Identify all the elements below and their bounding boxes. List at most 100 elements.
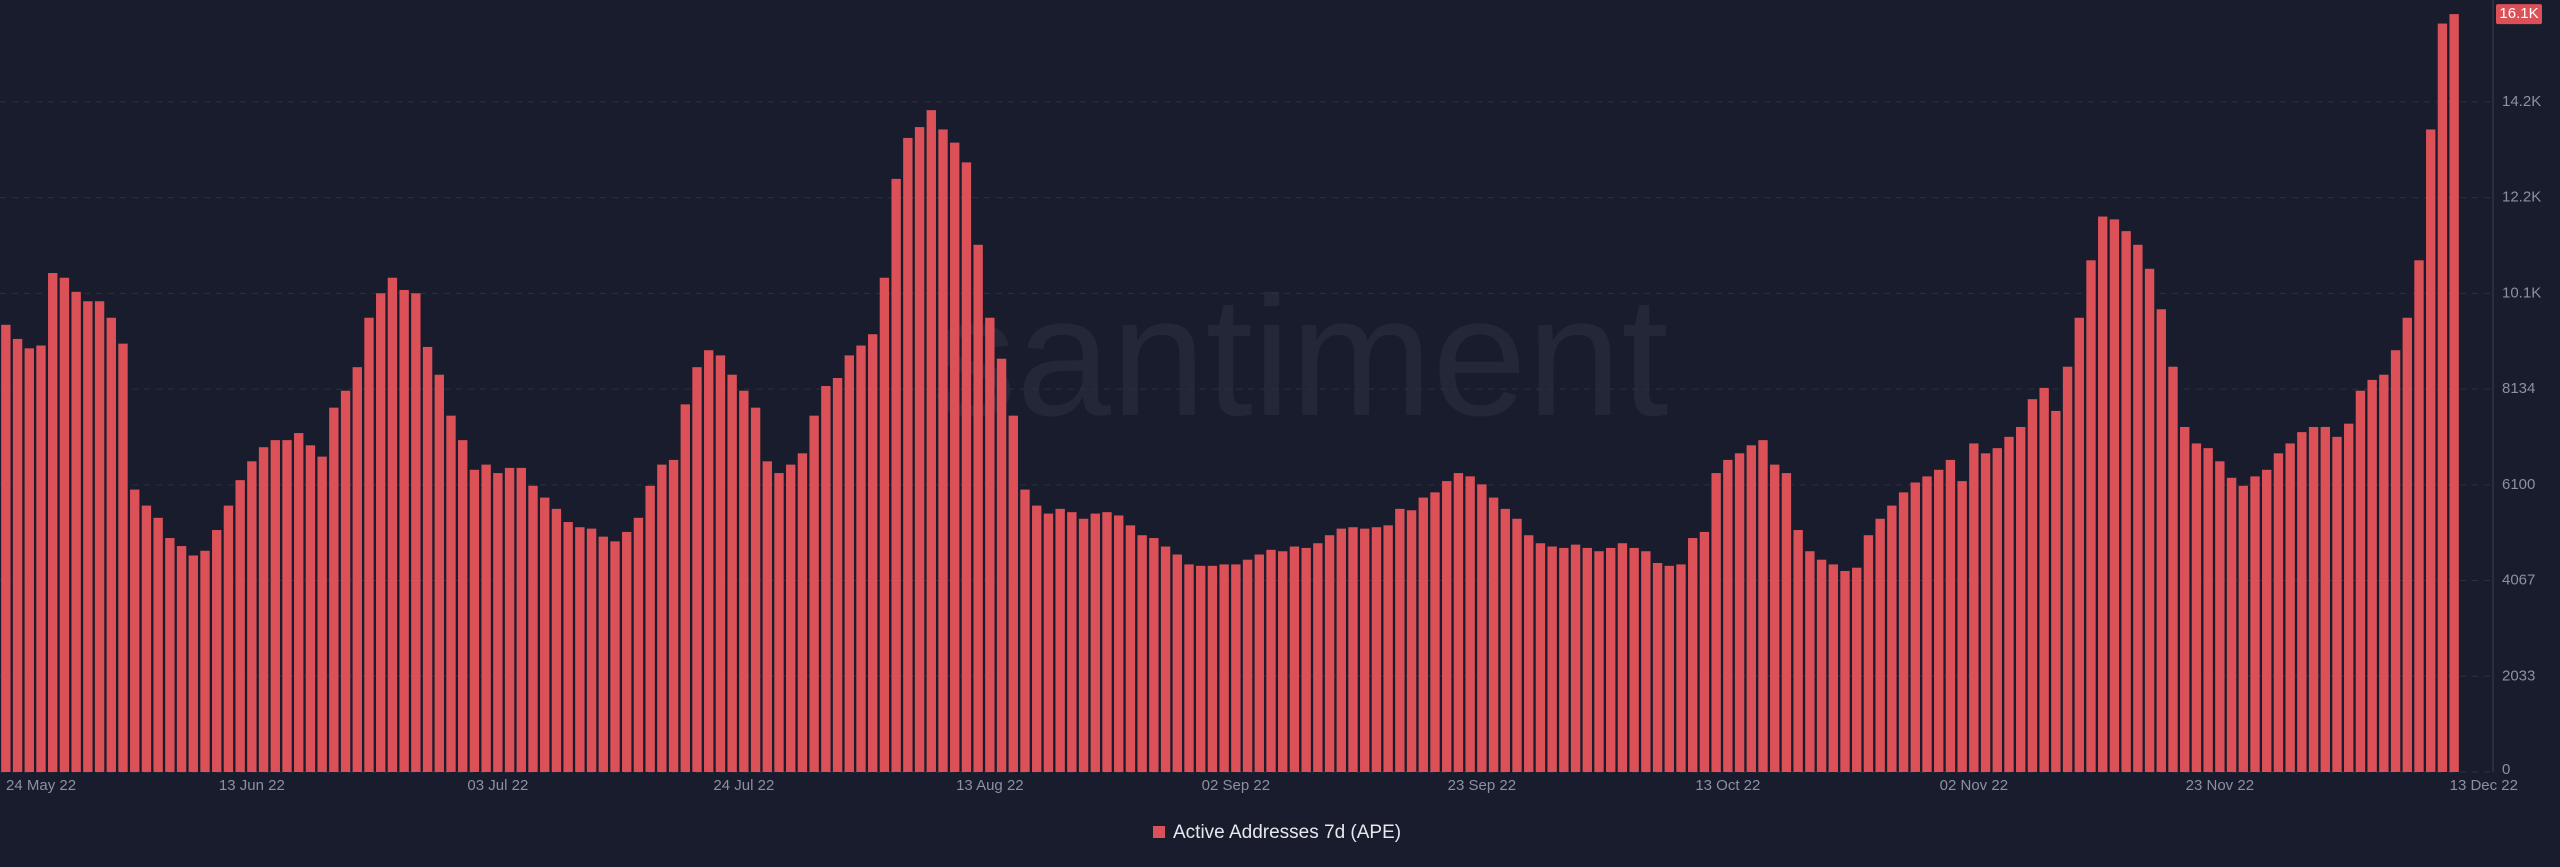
bar [340,390,351,772]
bar [2297,432,2307,772]
bar [1125,525,1136,772]
bar [1149,538,1159,772]
bar [1898,492,1909,772]
bar [1301,547,1311,772]
bar [364,317,374,772]
bar [2180,426,2190,772]
bar [270,440,280,772]
bar [1805,551,1815,772]
bar [118,343,128,772]
bar [2320,426,2330,772]
bar [739,390,749,772]
bar [1336,528,1346,772]
bar [1313,543,1323,772]
bar [1524,535,1534,772]
bar [1934,469,1944,772]
bar [2098,216,2108,772]
bar [668,459,679,772]
bar [1547,546,1557,772]
x-tick-label: 13 Aug 22 [956,777,1024,794]
bar [2449,14,2459,773]
x-tick-label: 24 May 22 [6,777,76,794]
bar [1114,515,1124,772]
bar [657,464,667,772]
bar [1840,570,1850,772]
watermark: santiment [931,262,1668,452]
bar [1887,505,1897,772]
bar [2250,476,2260,772]
bar [282,440,292,772]
bar [879,277,890,772]
bar [446,415,456,772]
bar [704,350,714,772]
legend-swatch[interactable] [1153,826,1165,838]
x-tick-label: 23 Sep 22 [1448,777,1516,794]
bar [2215,461,2225,772]
bar [950,142,960,772]
bar [434,374,444,772]
bar [1629,547,1639,772]
bar [387,277,398,772]
bar [1453,473,1464,772]
bar [586,528,597,772]
bar [575,527,585,772]
bar [903,137,913,773]
bar [563,522,573,772]
bar [2086,260,2096,772]
bar [1570,544,1581,772]
bar [528,485,538,772]
bar [1078,518,1089,772]
bar [2016,426,2026,772]
bar [1,324,11,772]
bar [1102,512,1112,772]
bar [1254,554,1264,772]
bar [1360,528,1370,772]
bar [1617,543,1628,772]
bar [1969,443,1979,772]
bar [258,447,269,772]
bar [1371,527,1382,772]
bar [1582,547,1592,772]
bar [2062,366,2073,772]
x-tick-label: 02 Nov 22 [1940,777,2008,794]
bar [1184,564,1194,772]
bar [376,293,386,772]
bar [996,358,1007,772]
bar [1758,440,1768,772]
bar [1406,510,1417,772]
bar [1383,525,1393,772]
bar [516,467,526,772]
bar [1090,513,1100,772]
bar [914,127,925,773]
bar [1418,497,1428,772]
x-tick-label: 13 Dec 22 [2450,777,2518,794]
bar [598,536,608,772]
bar [750,407,761,772]
bar [1242,559,1253,772]
legend-label[interactable]: Active Addresses 7d (APE) [1173,822,1401,843]
bar [2273,453,2284,772]
bar [856,345,866,772]
bar [1465,476,1475,772]
bar [188,555,198,772]
bar [2285,443,2295,772]
bar [1266,549,1276,772]
bar [2051,410,2061,772]
y-tick-label: 10.1K [2502,284,2541,301]
bar [317,456,327,772]
bar [1828,564,1838,772]
bar [1559,547,1569,772]
bar [797,453,808,772]
bar [551,508,562,772]
bar [235,480,245,772]
bar [1055,508,1065,772]
bar [1512,518,1522,772]
bar [1289,546,1300,772]
bar [1746,445,1756,772]
bar [727,374,737,772]
bar [1652,562,1663,772]
bar [2168,366,2178,772]
bar [2402,317,2412,772]
bar [411,293,421,772]
